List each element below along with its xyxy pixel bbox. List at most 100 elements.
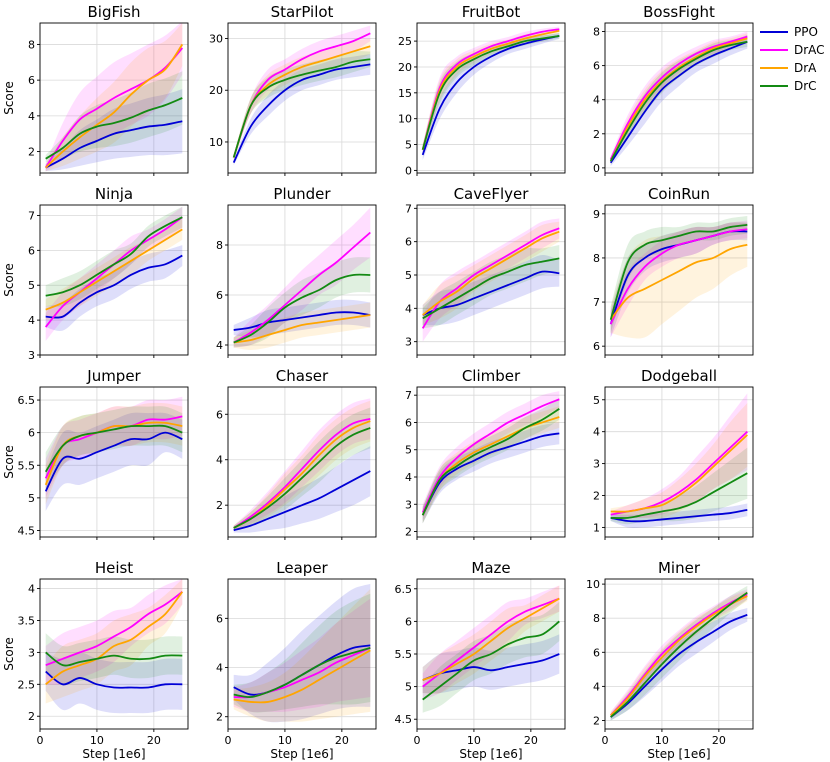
- series-line-drc: [44, 424, 183, 473]
- band-ppo: [233, 299, 371, 338]
- panel-plunder: 4 6 8 Plunder: [216, 185, 377, 358]
- series-line-ppo: [610, 508, 748, 523]
- series-line-drac: [233, 231, 371, 344]
- axes-frame: [416, 386, 566, 538]
- y-tick-label: 10: [209, 136, 223, 149]
- plot-area: [45, 579, 184, 714]
- axes-frame: [39, 578, 189, 730]
- panel-title-ninja: Ninja: [95, 185, 133, 203]
- band-ppo: [422, 422, 560, 524]
- band-drac: [45, 579, 183, 685]
- band-drac: [233, 398, 371, 531]
- y-tick-label: 4.5: [395, 713, 413, 726]
- band-dra: [45, 218, 183, 321]
- panel-title-starpilot: StarPilot: [271, 3, 334, 21]
- plot-area: [232, 25, 371, 166]
- band-ppo: [233, 583, 371, 723]
- y-tick-label: 20: [398, 61, 412, 74]
- series-line-dra: [609, 37, 748, 162]
- band-ppo: [422, 32, 560, 161]
- y-tick-label: 6: [28, 427, 35, 440]
- series-line-drc: [233, 273, 371, 344]
- y-tick-label: 5.5: [18, 459, 36, 472]
- series-line-ppo: [422, 270, 560, 316]
- y-tick-label: 3: [405, 498, 412, 511]
- x-tick-label: 20: [335, 734, 349, 747]
- y-axis-label: Score: [2, 263, 16, 297]
- y-tick-label: 6.5: [395, 583, 413, 596]
- y-axis-label: Score: [2, 445, 16, 479]
- band-ppo: [422, 254, 560, 326]
- panel-title-coinrun: CoinRun: [648, 185, 710, 203]
- axes-frame: [604, 22, 754, 174]
- series-line-ppo: [45, 670, 183, 689]
- axes-frame: [416, 22, 566, 174]
- band-dra: [233, 302, 371, 350]
- y-tick-label: 8: [593, 26, 600, 39]
- panel-title-bossfight: BossFight: [643, 3, 715, 21]
- y-tick-label: 8: [216, 239, 223, 252]
- plot-area: [44, 23, 184, 172]
- band-drac: [422, 391, 560, 521]
- series-line-dra: [45, 228, 183, 311]
- band-ppo: [45, 245, 183, 331]
- series-line-dra: [422, 597, 560, 681]
- series-line-dra: [45, 43, 184, 169]
- axes-frame: [39, 22, 189, 174]
- y-tick-label: 6: [405, 615, 412, 628]
- panel-fruitbot: 0 5 10 15 20 25 FruitBot: [398, 3, 566, 177]
- y-tick-label: 0: [593, 162, 600, 175]
- y-tick-label: 4: [405, 302, 412, 315]
- legend-label-drc: DrC: [794, 79, 817, 93]
- series-line-drc: [232, 58, 371, 158]
- x-tick-label: 20: [712, 734, 726, 747]
- y-tick-label: 7: [405, 389, 412, 402]
- x-tick-label: 0: [414, 734, 421, 747]
- band-ppo: [422, 634, 560, 694]
- series-line-drc: [45, 651, 183, 667]
- legend-label-dra: DrA: [794, 61, 817, 75]
- series-line-drac: [609, 35, 748, 160]
- y-tick-label: 3: [405, 336, 412, 349]
- plot-area: [233, 583, 371, 723]
- plot-area: [421, 218, 560, 342]
- series-line-dra: [610, 434, 748, 513]
- series-line-dra: [233, 649, 371, 704]
- series-line-dra: [609, 243, 748, 321]
- band-ppo: [610, 34, 748, 167]
- plot-area: [609, 216, 748, 339]
- band-dra: [45, 402, 183, 505]
- plot-area: [421, 391, 560, 524]
- x-axis-label: Step [1e6]: [82, 747, 145, 761]
- y-tick-label: 6: [405, 416, 412, 429]
- y-tick-label: 4: [593, 680, 600, 693]
- band-drc: [45, 406, 183, 492]
- plot-area: [610, 585, 748, 721]
- y-tick-label: 6: [405, 236, 412, 249]
- y-tick-label: 6: [216, 408, 223, 421]
- panel-title-caveflyer: CaveFlyer: [454, 185, 530, 203]
- y-tick-label: 5: [405, 444, 412, 457]
- y-tick-label: 3: [28, 646, 35, 659]
- panel-bigfish: 2 4 6 8 BigFish Score: [2, 3, 189, 176]
- series-line-dra: [233, 314, 371, 344]
- y-tick-label: 4: [28, 110, 35, 123]
- series-line-ppo: [233, 311, 371, 331]
- y-tick-label: 6: [216, 612, 223, 625]
- y-tick-label: 2: [216, 499, 223, 512]
- y-tick-label: 2: [593, 714, 600, 727]
- axes-frame: [604, 204, 754, 356]
- band-dra: [610, 222, 748, 339]
- y-tick-label: 25: [398, 35, 412, 48]
- panel-title-plunder: Plunder: [273, 185, 331, 203]
- series-line-ppo: [232, 63, 371, 164]
- legend-label-drac: DrAC: [794, 43, 825, 57]
- panel-maze: 4.5 5 5.5 6 6.5 0 10 20 Maze Step [1e6]: [395, 559, 566, 761]
- plot-area: [609, 31, 748, 167]
- y-tick-label: 4: [216, 662, 223, 675]
- band-drac: [610, 393, 748, 519]
- series-line-drac: [233, 417, 371, 529]
- band-dra: [233, 588, 371, 722]
- band-drc: [45, 71, 183, 163]
